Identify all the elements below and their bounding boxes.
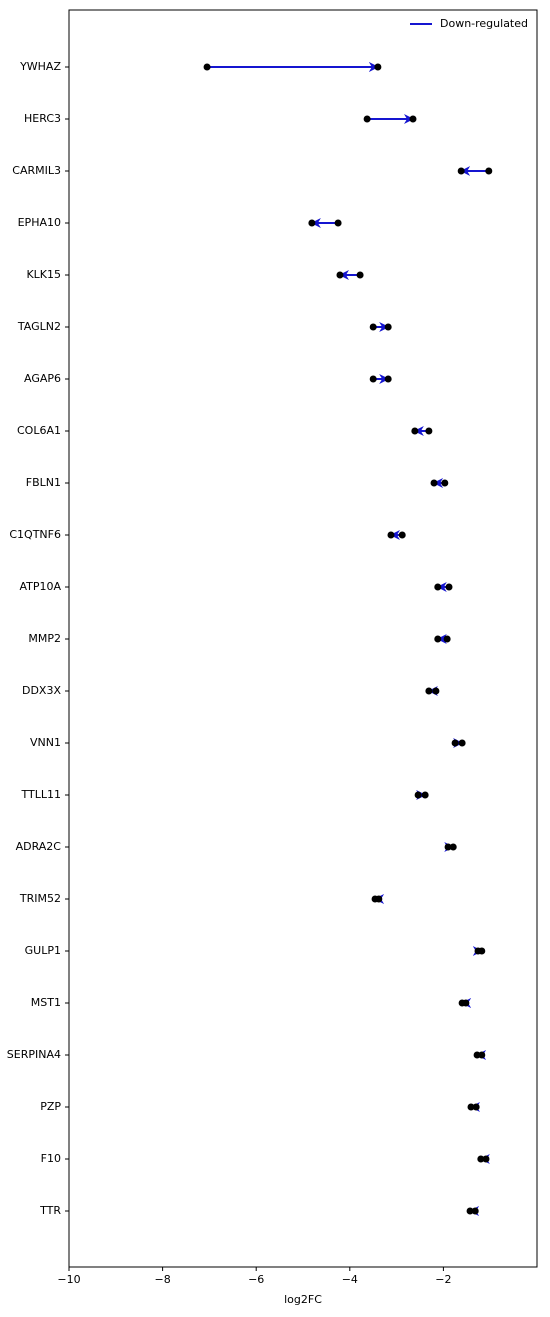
end-point <box>457 167 465 175</box>
y-tick-label: COL6A1 <box>17 424 61 437</box>
y-tick-label: TRIM52 <box>19 892 61 905</box>
start-point <box>203 63 211 71</box>
start-point <box>451 739 459 747</box>
end-point <box>466 1207 474 1215</box>
plot-frame <box>68 9 538 1268</box>
y-tick-label: CARMIL3 <box>12 164 61 177</box>
end-point <box>409 115 417 123</box>
start-point <box>334 219 342 227</box>
start-point <box>414 791 422 799</box>
y-tick-label: EPHA10 <box>18 216 61 229</box>
start-point <box>443 635 451 643</box>
y-tick-label: FBLN1 <box>26 476 61 489</box>
end-point <box>371 895 379 903</box>
y-tick-label: TTR <box>39 1204 61 1217</box>
end-point <box>411 427 419 435</box>
end-point <box>473 1051 481 1059</box>
x-axis-label: log2FC <box>284 1293 322 1306</box>
end-point <box>425 687 433 695</box>
start-point <box>471 1207 479 1215</box>
end-point <box>336 271 344 279</box>
legend-label: Down-regulated <box>440 17 528 30</box>
y-tick-label: AGAP6 <box>24 372 61 385</box>
end-point <box>387 531 395 539</box>
y-tick-label: KLK15 <box>26 268 61 281</box>
start-point <box>445 583 453 591</box>
start-point <box>472 1103 480 1111</box>
end-point <box>434 635 442 643</box>
start-point <box>432 687 440 695</box>
start-point <box>441 479 449 487</box>
y-tick-label: MMP2 <box>28 632 61 645</box>
start-point <box>363 115 371 123</box>
end-point <box>374 63 382 71</box>
end-point <box>467 1103 475 1111</box>
y-tick-label: C1QTNF6 <box>9 528 61 541</box>
y-tick-label: F10 <box>41 1152 61 1165</box>
y-tick-label: TTLL11 <box>21 788 62 801</box>
y-tick-label: TAGLN2 <box>17 320 61 333</box>
end-point <box>421 791 429 799</box>
start-point <box>369 375 377 383</box>
y-tick-label: HERC3 <box>24 112 61 125</box>
y-tick-label: SERPINA4 <box>7 1048 61 1061</box>
x-tick-label: −10 <box>57 1273 80 1286</box>
start-point <box>485 167 493 175</box>
end-point <box>449 843 457 851</box>
end-point <box>477 1155 485 1163</box>
y-tick-label: ATP10A <box>19 580 61 593</box>
x-tick-label: −6 <box>248 1273 264 1286</box>
end-point <box>458 739 466 747</box>
start-point <box>425 427 433 435</box>
y-tick-label: VNN1 <box>30 736 61 749</box>
y-tick-label: YWHAZ <box>19 60 61 73</box>
y-tick-label: DDX3X <box>22 684 61 697</box>
start-point <box>356 271 364 279</box>
end-point <box>478 947 486 955</box>
end-point <box>384 375 392 383</box>
start-point <box>444 843 452 851</box>
end-point <box>458 999 466 1007</box>
start-point <box>398 531 406 539</box>
end-point <box>430 479 438 487</box>
x-tick-label: −4 <box>342 1273 358 1286</box>
end-point <box>384 323 392 331</box>
end-point <box>308 219 316 227</box>
y-tick-label: GULP1 <box>25 944 61 957</box>
start-point <box>482 1155 490 1163</box>
y-tick-label: ADRA2C <box>16 840 62 853</box>
x-tick-label: −8 <box>154 1273 170 1286</box>
x-tick-label: −2 <box>435 1273 451 1286</box>
end-point <box>434 583 442 591</box>
y-tick-label: PZP <box>40 1100 61 1113</box>
start-point <box>369 323 377 331</box>
y-tick-label: MST1 <box>31 996 61 1009</box>
